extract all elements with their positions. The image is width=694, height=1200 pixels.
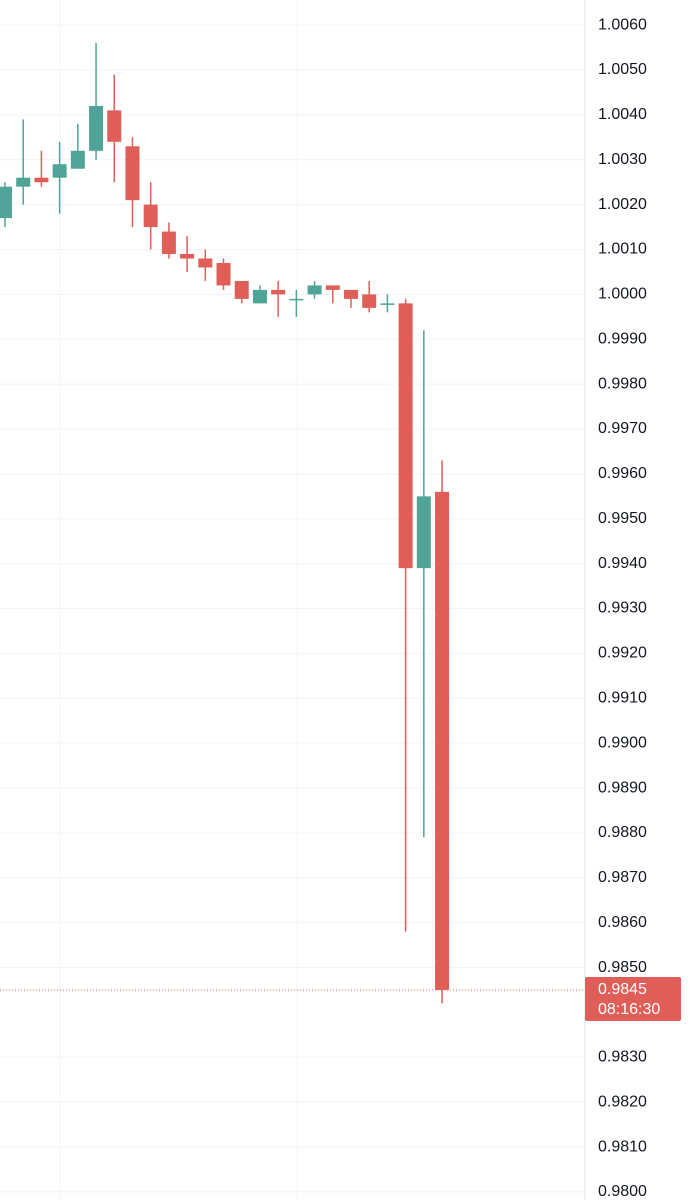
y-tick-label: 0.9960 bbox=[598, 465, 647, 482]
last-price-label: 0.9845 bbox=[598, 981, 647, 998]
candle-body bbox=[125, 146, 140, 201]
y-tick-label: 1.0060 bbox=[598, 16, 647, 33]
candle-body bbox=[161, 231, 176, 255]
candle-body bbox=[216, 262, 231, 286]
y-tick-label: 1.0020 bbox=[598, 196, 647, 213]
y-tick-label: 0.9990 bbox=[598, 330, 647, 347]
candle-body bbox=[416, 496, 431, 569]
candle-body bbox=[362, 294, 377, 308]
y-tick-label: 0.9890 bbox=[598, 779, 647, 796]
candle-body bbox=[234, 280, 249, 299]
candle-body bbox=[52, 164, 67, 178]
candle-body bbox=[271, 289, 286, 295]
y-tick-label: 0.9860 bbox=[598, 914, 647, 931]
candle-body bbox=[252, 289, 267, 304]
y-tick-label: 0.9980 bbox=[598, 375, 647, 392]
last-price-box bbox=[585, 976, 681, 1021]
candle-body bbox=[343, 289, 358, 299]
candle-body bbox=[380, 303, 395, 305]
y-tick-label: 1.0050 bbox=[598, 61, 647, 78]
y-tick-label: 0.9970 bbox=[598, 420, 647, 437]
y-tick-label: 0.9810 bbox=[598, 1138, 647, 1155]
y-tick-label: 1.0040 bbox=[598, 106, 647, 123]
candle-body bbox=[325, 285, 340, 290]
y-tick-label: 0.9870 bbox=[598, 869, 647, 886]
y-tick-label: 1.0000 bbox=[598, 286, 647, 303]
candle-body bbox=[0, 186, 12, 219]
y-tick-label: 0.9950 bbox=[598, 510, 647, 527]
candle-body bbox=[198, 258, 213, 268]
candle-body bbox=[398, 303, 413, 569]
candle-body bbox=[143, 204, 158, 228]
countdown-label: 08:16:30 bbox=[598, 1001, 660, 1018]
candle-body bbox=[289, 298, 304, 301]
y-tick-label: 0.9800 bbox=[598, 1183, 647, 1200]
y-tick-label: 1.0030 bbox=[598, 151, 647, 168]
candle-body bbox=[435, 491, 450, 990]
y-tick-label: 1.0010 bbox=[598, 241, 647, 258]
candle-body bbox=[89, 105, 104, 151]
y-tick-label: 0.9930 bbox=[598, 600, 647, 617]
y-tick-label: 0.9830 bbox=[598, 1049, 647, 1066]
y-tick-label: 0.9820 bbox=[598, 1093, 647, 1110]
y-tick-label: 0.9880 bbox=[598, 824, 647, 841]
y-tick-label: 0.9940 bbox=[598, 555, 647, 572]
candle-body bbox=[307, 285, 322, 295]
y-tick-label: 0.9850 bbox=[598, 959, 647, 976]
candle-body bbox=[34, 177, 49, 183]
candle-body bbox=[180, 254, 195, 259]
y-tick-label: 0.9920 bbox=[598, 645, 647, 662]
y-tick-label: 0.9910 bbox=[598, 689, 647, 706]
candle-body bbox=[70, 150, 85, 169]
y-tick-label: 0.9900 bbox=[598, 734, 647, 751]
candle-body bbox=[16, 177, 31, 187]
candle-body bbox=[107, 110, 122, 142]
